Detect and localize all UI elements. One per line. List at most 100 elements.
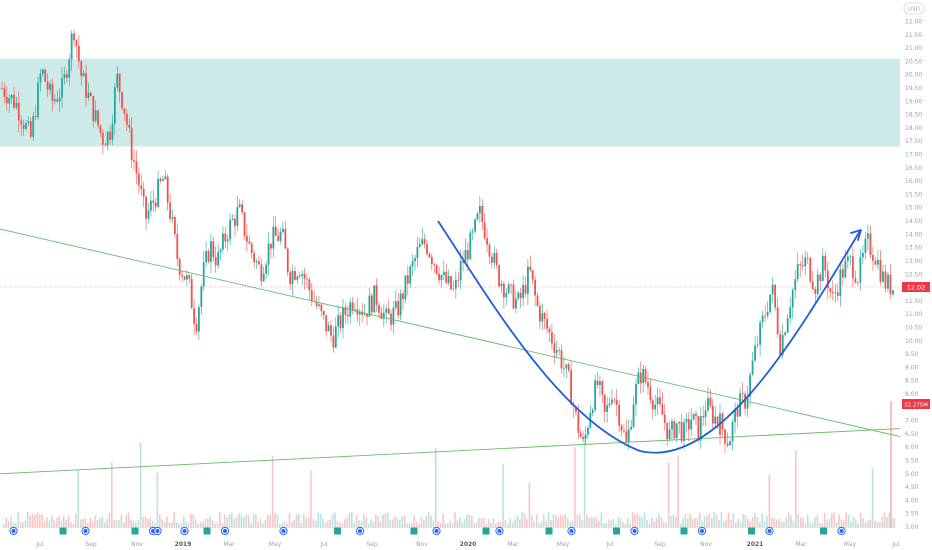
- candle-body: [606, 405, 609, 412]
- candle-body: [488, 244, 491, 257]
- volume-bar: [355, 514, 358, 528]
- dividend-marker[interactable]: [765, 526, 774, 536]
- volume-bar: [77, 470, 79, 528]
- volume-bar: [43, 521, 46, 528]
- candle-body: [534, 279, 536, 296]
- dividend-marker[interactable]: [355, 526, 365, 536]
- volume-bar: [319, 513, 322, 528]
- earnings-marker[interactable]: [748, 527, 755, 535]
- volume-bar: [682, 518, 684, 528]
- volume-bar: [528, 482, 531, 528]
- candle-body: [519, 292, 522, 299]
- candle-body: [565, 364, 568, 369]
- volume-bar: [91, 520, 94, 528]
- volume-bar: [247, 514, 250, 528]
- earnings-marker[interactable]: [59, 527, 67, 535]
- volume-bar: [675, 516, 677, 528]
- candle-body: [471, 231, 474, 233]
- volume-bar: [427, 512, 430, 528]
- volume-bar: [718, 520, 720, 528]
- dividend-marker[interactable]: [837, 526, 846, 536]
- candle-body: [872, 254, 874, 261]
- volume-bar: [703, 516, 706, 528]
- candle-body: [522, 284, 524, 299]
- earnings-marker[interactable]: [131, 527, 139, 535]
- candle-body: [524, 284, 527, 294]
- candle-body: [152, 200, 155, 203]
- dividend-marker[interactable]: [279, 526, 288, 536]
- candle-body: [73, 33, 75, 41]
- dividend-marker[interactable]: [81, 526, 90, 536]
- dividend-marker[interactable]: [495, 526, 504, 536]
- candle-body: [702, 416, 705, 418]
- candle-body: [106, 131, 109, 146]
- dividend-marker[interactable]: [153, 526, 162, 536]
- candle-body: [859, 257, 862, 283]
- candle-body: [754, 345, 757, 361]
- candle-body: [318, 304, 320, 306]
- volume-bar: [545, 520, 547, 528]
- earnings-marker[interactable]: [680, 527, 688, 535]
- dividend-marker[interactable]: [432, 526, 441, 536]
- candle-body: [666, 422, 669, 440]
- y-tick-label: 18.50: [905, 112, 922, 119]
- earnings-marker[interactable]: [613, 527, 620, 535]
- candle-body: [814, 289, 817, 294]
- volume-bar: [624, 523, 627, 528]
- currency-badge[interactable]: USD: [903, 2, 925, 15]
- earnings-marker[interactable]: [410, 527, 418, 535]
- candle-body: [234, 218, 236, 226]
- candle-body: [339, 315, 342, 329]
- volume-bar: [487, 519, 490, 528]
- y-tick-label: 19.00: [905, 98, 922, 105]
- volume-bar: [171, 522, 173, 528]
- volume-bar: [139, 442, 142, 528]
- volume-bar: [639, 516, 641, 528]
- dividend-marker[interactable]: [697, 526, 707, 536]
- candle-body: [258, 261, 260, 265]
- earnings-marker[interactable]: [545, 527, 553, 535]
- dividend-marker[interactable]: [180, 526, 189, 536]
- volume-bar: [634, 514, 636, 528]
- earnings-marker[interactable]: [820, 527, 827, 535]
- candle-body: [322, 311, 325, 316]
- dividend-marker[interactable]: [220, 526, 230, 536]
- candle-body: [423, 239, 426, 245]
- dividend-marker[interactable]: [9, 526, 18, 536]
- y-tick-label: 9.00: [905, 364, 919, 371]
- candle-body: [478, 205, 481, 214]
- candle-body: [111, 123, 114, 140]
- earnings-marker[interactable]: [203, 527, 211, 535]
- candle-body: [731, 422, 734, 442]
- candle-body: [560, 350, 563, 369]
- candle-body: [327, 325, 330, 332]
- candle-body: [253, 253, 256, 263]
- y-tick-label: 15.50: [905, 191, 922, 198]
- volume-bar: [571, 520, 574, 528]
- candle-body: [140, 185, 143, 190]
- earnings-marker[interactable]: [482, 527, 490, 535]
- volume-bar: [819, 522, 821, 528]
- volume-bar: [252, 513, 255, 528]
- candle-body: [243, 212, 246, 236]
- volume-bar: [334, 512, 336, 528]
- currency-badge-label: USD: [908, 7, 920, 13]
- dividend-marker[interactable]: [630, 526, 639, 536]
- candle-body: [262, 273, 265, 281]
- candle-body: [15, 102, 18, 108]
- candle-body: [844, 261, 847, 278]
- volume-bar: [867, 520, 869, 528]
- dividend-marker[interactable]: [567, 526, 576, 536]
- candle-body: [766, 312, 769, 316]
- candle-body: [649, 387, 652, 401]
- volume-bar: [687, 517, 689, 528]
- candle-body: [279, 231, 282, 241]
- earnings-marker[interactable]: [334, 527, 341, 535]
- y-tick-label: 17.00: [905, 152, 922, 159]
- candle-body: [246, 235, 248, 242]
- volume-bar: [567, 517, 569, 528]
- volume-bar: [149, 517, 151, 528]
- x-tick-label: Sep: [85, 541, 97, 548]
- candle-body: [173, 217, 176, 235]
